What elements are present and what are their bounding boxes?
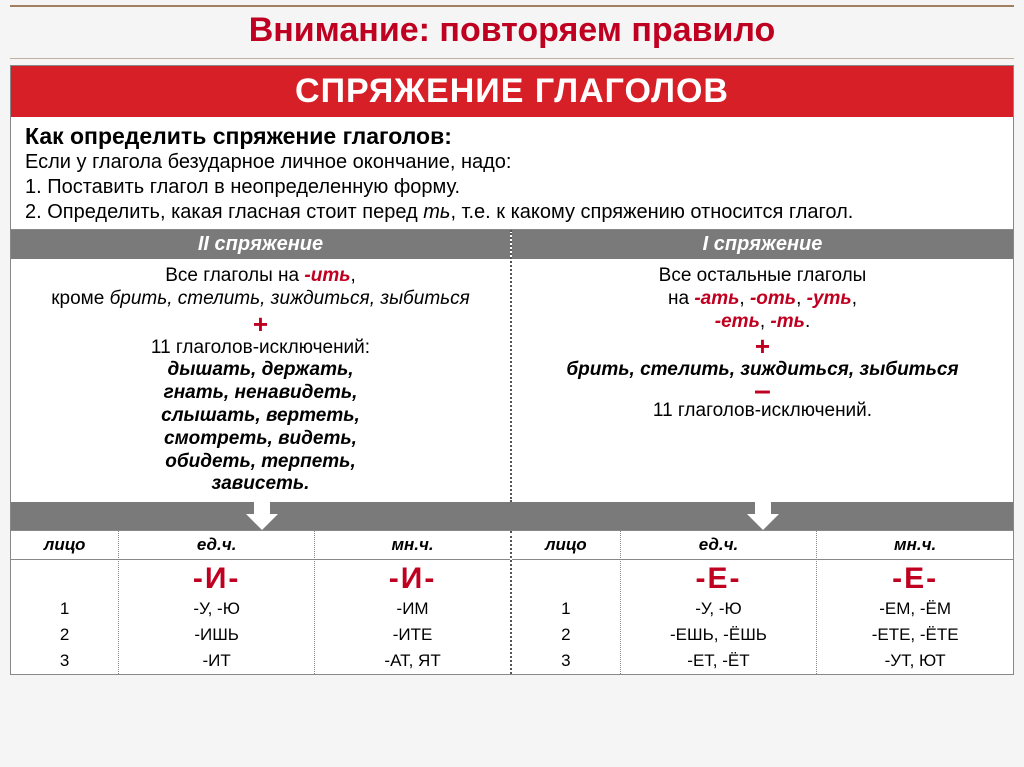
columns: II спряжение Все глаголы на -ить, кроме … <box>11 229 1013 502</box>
r-sg-1: -У, -Ю <box>621 596 817 622</box>
i-line-2: на -ать, -оть, -уть, <box>522 288 1003 311</box>
i-s2: -оть <box>750 288 796 309</box>
intro-line-3a: 2. Определить, какая гласная стоит перед <box>25 201 423 223</box>
big-e-pl: -Е- <box>817 560 1013 596</box>
col-person-right: лицо 1 2 3 <box>512 531 621 674</box>
l-sg-2: -ИШЬ <box>119 622 314 648</box>
r-pl-2: -ЕТЕ, -ЁТЕ <box>817 622 1013 648</box>
intro-line-3b: , т.е. к какому спряжению относится глаг… <box>450 201 853 223</box>
rule-card: СПРЯЖЕНИЕ ГЛАГОЛОВ Как определить спряже… <box>10 65 1014 675</box>
intro-line-2: 1. Поставить глагол в неопределенную фор… <box>25 175 999 200</box>
col-i-body: Все остальные глаголы на -ать, -оть, -ут… <box>512 259 1013 429</box>
ii-l1c: , <box>351 265 356 286</box>
intro-block: Как определить спряжение глаголов: Если … <box>11 117 1013 229</box>
ii-ex1: дышать, держать, <box>21 359 500 382</box>
arrow-down-icon <box>747 514 779 530</box>
table-left: лицо 1 2 3 ед.ч. -И- -У, -Ю -ИШЬ -ИТ мн.… <box>11 531 512 674</box>
intro-line-1: Если у глагола безударное личное окончан… <box>25 150 999 175</box>
th-sg-r: ед.ч. <box>621 531 817 560</box>
ii-line-2: кроме брить, стелить, зиждиться, зыбитьс… <box>21 288 500 311</box>
col-i: I спряжение Все остальные глаголы на -ат… <box>512 230 1013 502</box>
intro-heading: Как определить спряжение глаголов: <box>25 123 999 150</box>
spacer-r <box>512 560 620 596</box>
i-c3: , <box>852 288 857 309</box>
col-person-left: лицо 1 2 3 <box>11 531 119 674</box>
i-c1: , <box>739 288 750 309</box>
ii-ex5: обидеть, терпеть, <box>21 451 500 474</box>
col-ii: II спряжение Все глаголы на -ить, кроме … <box>11 230 512 502</box>
big-i-pl: -И- <box>315 560 510 596</box>
th-person: лицо <box>11 531 118 560</box>
th-pl: мн.ч. <box>315 531 510 560</box>
banner-title: СПРЯЖЕНИЕ ГЛАГОЛОВ <box>11 66 1013 117</box>
p2: 2 <box>11 622 118 648</box>
ii-line-3: 11 глаголов-исключений: <box>21 337 500 360</box>
ii-line-1: Все глаголы на -ить, <box>21 265 500 288</box>
arrow-down-icon <box>246 514 278 530</box>
th-sg: ед.ч. <box>119 531 314 560</box>
big-e-sg: -Е- <box>621 560 817 596</box>
col-i-header: I спряжение <box>512 230 1013 259</box>
col-pl-left: мн.ч. -И- -ИМ -ИТЕ -АТ, ЯТ <box>315 531 510 674</box>
l-sg-1: -У, -Ю <box>119 596 314 622</box>
arrow-left-cell <box>11 502 512 530</box>
p3: 3 <box>11 648 118 674</box>
i-c2: , <box>796 288 807 309</box>
col-pl-right: мн.ч. -Е- -ЕМ, -ЁМ -ЕТЕ, -ЁТЕ -УТ, ЮТ <box>817 531 1013 674</box>
r-sg-3: -ЕТ, -ЁТ <box>621 648 817 674</box>
i-line-4: 11 глаголов-исключений. <box>522 400 1003 423</box>
i-line-1: Все остальные глаголы <box>522 265 1003 288</box>
col-ii-body: Все глаголы на -ить, кроме брить, стелит… <box>11 259 510 502</box>
i-line-2b: -еть, -ть. <box>522 311 1003 334</box>
ii-ex2: гнать, ненавидеть, <box>21 382 500 405</box>
i-s1: -ать <box>694 288 739 309</box>
l-pl-3: -АТ, ЯТ <box>315 648 510 674</box>
ii-l2b: брить, стелить, зиждиться, зыбиться <box>110 288 470 309</box>
i-s5: -ть <box>770 311 805 332</box>
i-minus: – <box>522 382 1003 400</box>
l-sg-3: -ИТ <box>119 648 314 674</box>
ii-plus: + <box>21 311 500 337</box>
ii-ex3: слышать, вертеть, <box>21 405 500 428</box>
col-sg-right: ед.ч. -Е- -У, -Ю -ЕШЬ, -ЁШЬ -ЕТ, -ЁТ <box>621 531 818 674</box>
l-pl-2: -ИТЕ <box>315 622 510 648</box>
r-pl-1: -ЕМ, -ЁМ <box>817 596 1013 622</box>
intro-line-3-em: ть <box>423 201 450 223</box>
spacer <box>11 560 118 596</box>
ii-ex4: смотреть, видеть, <box>21 428 500 451</box>
ii-l1a: Все глаголы на <box>165 265 304 286</box>
page-title: Внимание: повторяем правило <box>10 5 1014 59</box>
col-ii-header: II спряжение <box>11 230 510 259</box>
p3r: 3 <box>512 648 620 674</box>
conjugation-table: лицо 1 2 3 ед.ч. -И- -У, -Ю -ИШЬ -ИТ мн.… <box>11 530 1013 674</box>
th-person-r: лицо <box>512 531 620 560</box>
table-right: лицо 1 2 3 ед.ч. -Е- -У, -Ю -ЕШЬ, -ЁШЬ -… <box>512 531 1013 674</box>
col-sg-left: ед.ч. -И- -У, -Ю -ИШЬ -ИТ <box>119 531 315 674</box>
i-c4: , <box>760 311 771 332</box>
i-dot: . <box>805 311 810 332</box>
i-s4: -еть <box>715 311 760 332</box>
l-pl-1: -ИМ <box>315 596 510 622</box>
arrow-row <box>11 502 1013 530</box>
th-pl-r: мн.ч. <box>817 531 1013 560</box>
i-l2a: на <box>668 288 694 309</box>
ii-l2a: кроме <box>51 288 109 309</box>
r-sg-2: -ЕШЬ, -ЁШЬ <box>621 622 817 648</box>
p1: 1 <box>11 596 118 622</box>
ii-l1b: -ить <box>304 265 350 286</box>
ii-ex6: зависеть. <box>21 473 500 496</box>
big-i-sg: -И- <box>119 560 314 596</box>
r-pl-3: -УТ, ЮТ <box>817 648 1013 674</box>
p2r: 2 <box>512 622 620 648</box>
arrow-right-cell <box>512 502 1013 530</box>
p1r: 1 <box>512 596 620 622</box>
intro-line-3: 2. Определить, какая гласная стоит перед… <box>25 200 999 225</box>
i-plus: + <box>522 333 1003 359</box>
i-s3: -уть <box>807 288 852 309</box>
